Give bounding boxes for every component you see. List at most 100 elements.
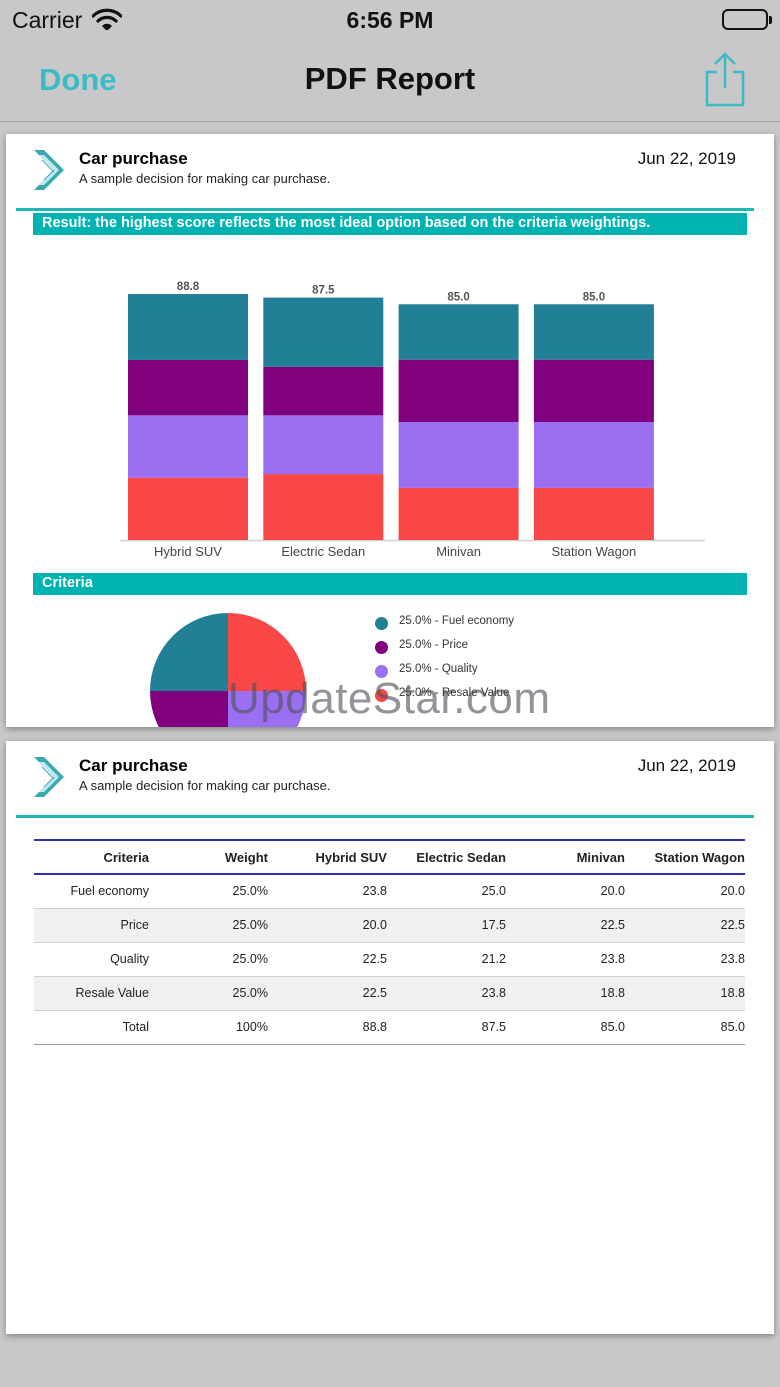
legend-swatch — [375, 617, 388, 630]
table-cell: 23.8 — [481, 986, 506, 1000]
table-cell: 20.0 — [600, 884, 625, 899]
bar-segment — [263, 366, 384, 416]
app-logo-icon — [32, 148, 66, 192]
pie-slice — [228, 691, 306, 727]
table-cell: 21.2 — [481, 952, 506, 966]
table-cell: 22.5 — [362, 952, 387, 966]
stacked-bar-chart: 88.8 Hybrid SUV 87.5 Electric Sedan 85.0 Mini… — [120, 281, 705, 559]
bar-segment — [263, 297, 384, 367]
pie-slice — [150, 691, 228, 727]
table-cell: 23.8 — [362, 884, 387, 899]
category-tick-label: Station Wagon — [552, 544, 637, 559]
bar-segment — [398, 359, 519, 422]
bar-segment — [398, 487, 519, 540]
done-button[interactable]: Done — [39, 62, 117, 97]
nav-bar: Done PDF Report — [0, 40, 780, 122]
table-cell: 100% — [235, 1020, 268, 1034]
bar-segment — [128, 294, 248, 360]
report-date: Jun 22, 2019 — [637, 149, 736, 168]
bar-segment — [533, 421, 654, 488]
bar-total-label: 85.0 — [447, 291, 469, 303]
bar-segment — [533, 304, 654, 360]
table-cell: 85.0 — [720, 1020, 745, 1034]
report-date: Jun 22, 2019 — [637, 756, 736, 775]
table-cell: 22.5 — [362, 986, 387, 1000]
table-row: Resale Value 25.0% 22.5 23.8 18.8 18.8 — [34, 976, 745, 1010]
table-cell: 85.0 — [600, 1020, 625, 1034]
column-header: Minivan — [505, 839, 625, 875]
pie-slice — [150, 613, 228, 691]
legend-label: 25.0% - Price — [399, 639, 469, 651]
scores-table: Criteria Weight Hybrid SUV Electric Seda… — [34, 839, 745, 1045]
column-header: Hybrid SUV — [267, 839, 387, 875]
carrier-label: Carrier — [12, 7, 83, 33]
table-cell: 25.0% — [232, 952, 268, 966]
table-cell: 87.5 — [481, 1020, 506, 1034]
column-header: Criteria — [34, 839, 149, 875]
bar-segment — [398, 304, 519, 360]
column-header: Weight — [148, 839, 268, 875]
table-cell: 20.0 — [362, 918, 387, 932]
table-cell: 20.0 — [720, 884, 745, 899]
share-icon[interactable] — [702, 52, 748, 108]
report-subtitle: A sample decision for making car purchas… — [79, 778, 331, 793]
report-page-2: Car purchase A sample decision for makin… — [6, 741, 774, 1334]
table-cell: 23.8 — [720, 952, 745, 966]
criteria-pie-chart — [150, 613, 306, 727]
battery-icon — [722, 9, 772, 30]
category-tick-label: Hybrid SUV — [154, 544, 222, 559]
table-row: Fuel economy 25.0% 23.8 25.0 20.0 20.0 — [34, 874, 745, 908]
table-header-row: Criteria Weight Hybrid SUV Electric Seda… — [34, 839, 745, 875]
category-tick-label: Electric Sedan — [281, 544, 365, 559]
table-cell: Total — [122, 1020, 149, 1034]
legend-label: 25.0% - Fuel economy — [399, 615, 515, 627]
table-cell: 88.8 — [362, 1020, 387, 1034]
result-banner: Result: the highest score reflects the m… — [33, 213, 747, 235]
report-title: Car purchase — [79, 149, 188, 168]
bar-segment — [128, 477, 248, 540]
bar-segment — [398, 421, 519, 488]
table-cell: 22.5 — [720, 918, 745, 932]
bar-segment — [533, 359, 654, 422]
legend-swatch — [375, 665, 388, 678]
category-tick-label: Minivan — [436, 544, 481, 559]
bar-total-label: 85.0 — [583, 291, 605, 303]
column-header: Station Wagon — [624, 839, 745, 875]
bar-segment — [263, 415, 384, 475]
wifi-icon — [91, 8, 123, 35]
bar-segment — [128, 359, 248, 416]
table-cell: 22.5 — [600, 918, 625, 932]
table-cell: 17.5 — [481, 918, 506, 932]
legend-swatch — [375, 689, 388, 702]
bar-segment — [263, 474, 384, 540]
status-bar: Carrier 6:56 PM — [0, 0, 780, 40]
report-page-1: Car purchase A sample decision for makin… — [6, 134, 774, 727]
bar-segment — [533, 487, 654, 540]
pie-slice — [228, 613, 306, 691]
criteria-banner: Criteria — [33, 573, 747, 595]
bar-total-label: 87.5 — [312, 285, 335, 297]
clock: 6:56 PM — [346, 7, 434, 33]
watermark: UpdateStar.com — [228, 674, 551, 723]
table-cell: Price — [120, 918, 149, 932]
table-cell: 25.0 — [481, 884, 506, 899]
scores-table-wrap: Criteria Weight Hybrid SUV Electric Seda… — [34, 839, 745, 1045]
legend-swatch — [375, 641, 388, 654]
table-row: Total 100% 88.8 87.5 85.0 85.0 — [34, 1010, 745, 1044]
table-cell: 25.0% — [232, 884, 268, 899]
table-cell: Resale Value — [75, 986, 149, 1000]
table-row: Price 25.0% 20.0 17.5 22.5 22.5 — [34, 908, 745, 942]
table-cell: 18.8 — [600, 986, 625, 1000]
report-title: Car purchase — [79, 756, 188, 775]
app-logo-icon — [32, 755, 66, 799]
bar-segment — [128, 415, 248, 478]
bar-total-label: 88.8 — [177, 281, 200, 293]
table-cell: Quality — [110, 952, 149, 966]
table-cell: 25.0% — [232, 918, 268, 932]
page-title: PDF Report — [304, 61, 476, 96]
legend-label: 25.0% - Quality — [399, 663, 478, 675]
table-cell: 18.8 — [720, 986, 745, 1000]
table-cell: Fuel economy — [70, 884, 149, 899]
header-divider — [16, 208, 754, 211]
table-cell: 25.0% — [232, 986, 268, 1000]
